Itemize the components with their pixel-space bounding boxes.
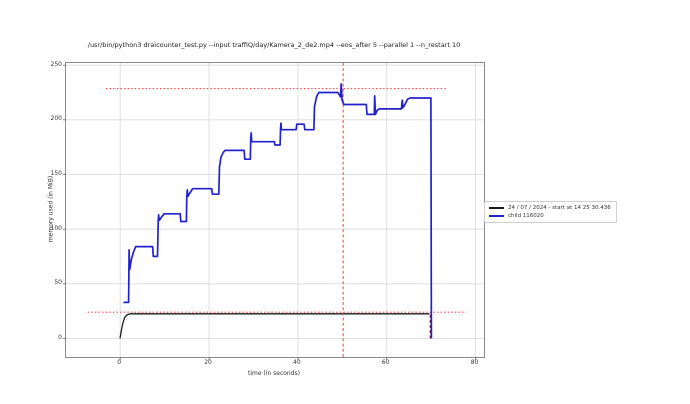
legend-label: 24 / 07 / 2024 - start at 14 25 30.436	[508, 205, 611, 211]
y-tick-label: 150	[50, 169, 62, 177]
x-axis-label: time (in seconds)	[247, 370, 301, 377]
legend-line-sample	[489, 215, 504, 217]
series-line-parent	[119, 313, 430, 339]
legend-label: child 116020	[508, 213, 544, 219]
legend-item: 24 / 07 / 2024 - start at 14 25 30.436	[489, 205, 611, 211]
legend: 24 / 07 / 2024 - start at 14 25 30.436 c…	[484, 201, 617, 223]
legend-item: child 116020	[489, 213, 611, 219]
y-tick-label: 50	[54, 279, 62, 287]
y-tick-label: 200	[50, 115, 62, 123]
legend-line-sample	[489, 207, 504, 209]
chart-title: /usr/bin/python3 draicounter_test.py --i…	[87, 41, 461, 49]
plot-area	[63, 62, 485, 360]
x-tick-label: 0	[117, 359, 122, 366]
chart-plot-svg	[63, 63, 484, 360]
x-tick-label: 40	[293, 359, 301, 366]
x-tick-label: 80	[470, 359, 479, 366]
y-tick-label: 250	[50, 60, 62, 68]
y-tick-label: 100	[50, 224, 62, 232]
y-axis-label: memory used (in MiB)	[47, 175, 55, 243]
y-tick-label: 0	[58, 333, 62, 341]
x-tick-label: 20	[204, 359, 212, 366]
series-line-child	[123, 82, 433, 339]
x-tick-label: 60	[381, 359, 390, 366]
